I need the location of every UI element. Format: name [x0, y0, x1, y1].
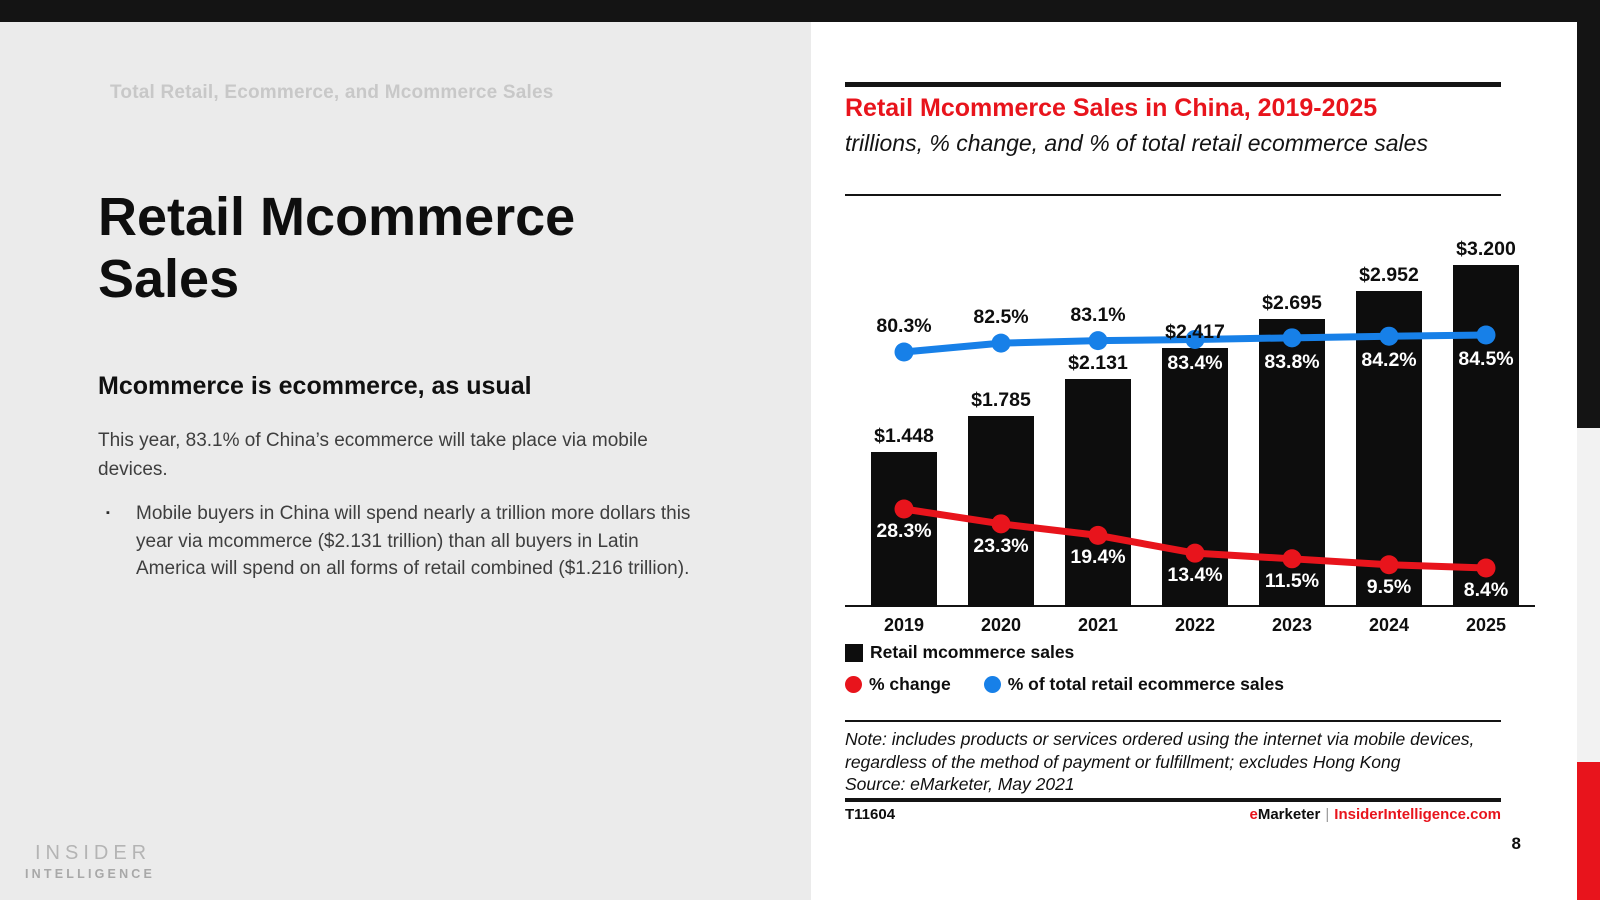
x-tick-2024: 2024 [1368, 615, 1410, 635]
blue-pct-label: 84.2% [1361, 349, 1417, 372]
x-tick-2019: 2019 [883, 615, 925, 635]
title-rule-top [845, 82, 1501, 87]
bar-value-label: $2.131 [1068, 352, 1128, 374]
bar-value-label: $1.785 [971, 389, 1031, 411]
blue-dot-icon [983, 676, 1001, 693]
bar-value-label: $2.952 [1359, 264, 1419, 286]
blue-pct-label: 83.8% [1264, 350, 1320, 373]
blue-share-line-dot [894, 342, 914, 362]
red-pct-label: 28.3% [876, 520, 932, 542]
chart-title: Retail Mcommerce Sales in China, 2019-20… [845, 94, 1378, 122]
bar-value-label: $2.695 [1262, 292, 1322, 314]
legend-row-2: % change % of total retail ecommerce sal… [845, 674, 1284, 695]
bar-2025 [1453, 265, 1519, 607]
bullet-item: ▪ Mobile buyers in China will spend near… [106, 500, 691, 583]
red-pct-label: 9.5% [1366, 575, 1412, 598]
bar-2020 [968, 416, 1034, 607]
note-rule-top [845, 720, 1501, 722]
bar-value-label: $1.448 [874, 425, 934, 447]
x-tick-2025: 2025 [1465, 615, 1507, 635]
red-pct-label: 8.4% [1463, 579, 1509, 601]
x-tick-2022: 2022 [1174, 615, 1216, 635]
footer-rule [845, 798, 1501, 802]
red-pct-label: 19.4% [1070, 546, 1126, 569]
blue-pct-label: 83.1% [1070, 303, 1126, 326]
right-strip-gray [1577, 428, 1600, 762]
slide-subhead: Mcommerce is ecommerce, as usual [98, 372, 532, 400]
blue-share-line-dot [1185, 329, 1205, 349]
blue-share-line-dot [1282, 328, 1302, 348]
source-text: Source: eMarketer, May 2021 [845, 774, 1075, 794]
red-change-line-dot [1185, 543, 1205, 563]
bar-2019 [871, 452, 937, 607]
legend-item-bars: Retail mcommerce sales [845, 642, 1074, 663]
legend-item-red: % change [845, 674, 951, 695]
emarketer-rest: Marketer [1257, 806, 1321, 823]
section-eyebrow: Total Retail, Ecommerce, and Mcommerce S… [110, 82, 554, 103]
insider-intelligence-logo: INSIDER [35, 842, 152, 864]
x-tick-2020: 2020 [980, 615, 1022, 635]
bullet-square-icon: ▪ [106, 507, 110, 519]
red-dot-icon [845, 676, 862, 693]
red-pct-label: 23.3% [973, 534, 1029, 557]
chart-card: Retail Mcommerce Sales in China, 2019-20… [811, 22, 1577, 900]
red-change-line-dot [1379, 555, 1399, 575]
chart-id: T11604 [845, 806, 896, 823]
bar-value-label: $2.417 [1165, 321, 1225, 343]
insiderintelligence-link[interactable]: InsiderIntelligence.com [1334, 806, 1501, 823]
chart-subtitle: trillions, % change, and % of total reta… [845, 130, 1428, 156]
legend-label-red: % change [869, 674, 951, 694]
blue-share-line-dot [1379, 326, 1399, 346]
legend-row-1: Retail mcommerce sales [845, 642, 1074, 663]
right-strip-black [1577, 0, 1600, 428]
insider-intelligence-logo-sub: INTELLIGENCE [25, 867, 156, 881]
title-rule-bottom [845, 194, 1501, 196]
blue-pct-label: 82.5% [973, 306, 1029, 329]
brand-links: eMarketer | InsiderIntelligence.com [1249, 806, 1501, 823]
top-black-bar [0, 0, 1600, 22]
legend-item-blue: % of total retail ecommerce sales [983, 674, 1284, 695]
chart-footer: T11604 eMarketer | InsiderIntelligence.com [845, 806, 1501, 823]
x-tick-2023: 2023 [1271, 615, 1313, 635]
emarketer-e: e [1249, 806, 1258, 823]
blue-share-line-dot [1088, 331, 1108, 351]
red-change-line-dot [1282, 549, 1302, 569]
bar-value-label: $3.200 [1456, 238, 1516, 260]
legend-label-blue: % of total retail ecommerce sales [1007, 674, 1284, 694]
red-change-line-dot [991, 514, 1011, 534]
red-change-line-dot [1088, 525, 1108, 545]
x-tick-2021: 2021 [1077, 615, 1119, 635]
legend-label-bars: Retail mcommerce sales [870, 642, 1075, 662]
brand-separator: | [1325, 806, 1330, 823]
line-series-layer [894, 325, 1496, 578]
red-change-line-dot [894, 499, 914, 519]
blue-pct-label: 84.5% [1458, 347, 1514, 370]
left-panel: Total Retail, Ecommerce, and Mcommerce S… [0, 22, 811, 900]
plot-area: $1.448 $1.785 $2.131 $2.417 $2.695 $2.952 $3.2… [845, 222, 1535, 635]
note-text: Note: includes products or services orde… [845, 729, 1475, 772]
blue-pct-label: 80.3% [876, 315, 932, 337]
red-pct-label: 11.5% [1264, 569, 1320, 592]
blue-pct-label: 83.4% [1167, 352, 1223, 375]
bar-2022 [1162, 348, 1228, 607]
slide-title: Retail Mcommerce Sales [98, 187, 576, 309]
page-number: 8 [1511, 834, 1521, 853]
chart-note: Note: includes products or services orde… [845, 728, 1510, 796]
red-pct-label: 13.4% [1167, 564, 1223, 587]
right-strip-red [1577, 762, 1600, 900]
bar-2021 [1065, 379, 1131, 607]
blue-share-line-dot [991, 333, 1011, 353]
blue-share-line-dot [1476, 325, 1496, 345]
red-change-line-dot [1476, 558, 1496, 578]
bar-swatch-icon [845, 643, 863, 662]
bullet-text: Mobile buyers in China will spend nearly… [136, 503, 691, 579]
intro-paragraph: This year, 83.1% of China’s ecommerce wi… [98, 430, 648, 480]
